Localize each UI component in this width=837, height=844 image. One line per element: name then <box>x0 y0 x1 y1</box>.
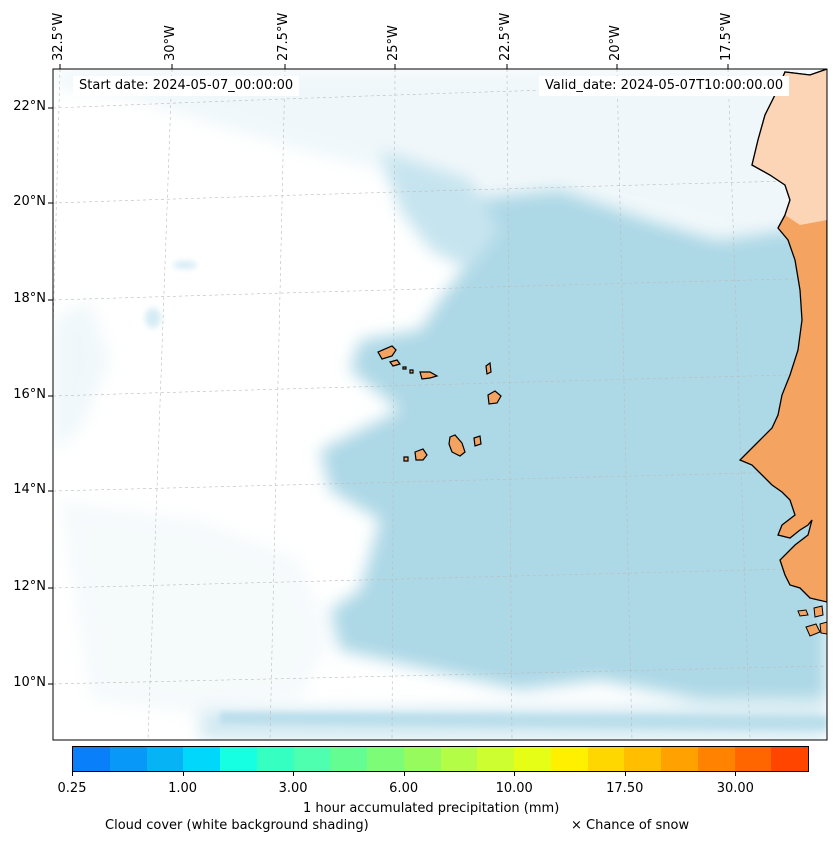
colorbar-tick-label: 1.00 <box>168 781 198 796</box>
colorbar-swatch <box>771 747 808 771</box>
bissagos-islands <box>797 605 827 637</box>
colorbar-tick-label: 3.00 <box>278 781 308 796</box>
colorbar-swatch <box>734 747 772 771</box>
colorbar-swatch <box>403 747 441 771</box>
colorbar-tick-mark <box>624 772 626 776</box>
colorbar-tick-mark <box>72 772 73 776</box>
colorbar-swatch <box>183 747 220 771</box>
colorbar-tick-mark <box>293 772 295 776</box>
colorbar-swatch <box>293 747 331 771</box>
colorbar-swatch <box>256 747 294 771</box>
graticule <box>53 69 827 740</box>
cloud-cover-legend: Cloud cover (white background shading) <box>105 818 369 833</box>
colorbar-swatch <box>624 747 661 771</box>
colorbar-tick-mark <box>735 772 737 776</box>
colorbar-tick-label: 30.00 <box>716 781 754 796</box>
lat-label-12n: 12°N <box>13 579 46 594</box>
lat-label-16n: 16°N <box>13 387 46 402</box>
snow-legend: × Chance of snow <box>571 818 690 833</box>
map-area <box>53 69 827 740</box>
colorbar-swatch <box>73 747 110 771</box>
precipitation-colorbar <box>72 746 809 772</box>
start-date-label: Start date: 2024-05-07_00:00:00 <box>73 76 300 96</box>
colorbar-swatch <box>367 747 404 771</box>
lat-label-10n: 10°N <box>13 675 46 690</box>
colorbar-swatch <box>514 747 551 771</box>
lon-label-20w: 20°W <box>608 25 623 61</box>
cape-verde-islands <box>377 345 502 462</box>
colorbar-swatch <box>477 747 514 771</box>
colorbar-tick-label: 17.50 <box>606 781 644 796</box>
lat-label-22n: 22°N <box>13 99 46 114</box>
lon-label-32-5w: 32.5°W <box>51 12 66 61</box>
colorbar-swatch <box>697 747 735 771</box>
valid-date-label: Valid_date: 2024-05-07T10:00:00.00 <box>539 76 790 96</box>
colorbar-tick-mark <box>514 772 516 776</box>
colorbar-swatch <box>220 747 257 771</box>
colorbar-tick-mark <box>182 772 184 776</box>
colorbar-tick-label: 0.25 <box>57 781 87 796</box>
lon-label-25w: 25°W <box>386 25 401 61</box>
map-frame <box>52 68 828 741</box>
lon-label-22-5w: 22.5°W <box>498 12 513 61</box>
lat-label-18n: 18°N <box>13 291 46 306</box>
lat-label-20n: 20°N <box>13 194 46 209</box>
colorbar-swatch <box>109 747 147 771</box>
colorbar-tick-label: 10.00 <box>495 781 533 796</box>
colorbar-tick-mark <box>403 772 405 776</box>
colorbar-swatch <box>550 747 588 771</box>
lon-label-30w: 30°W <box>163 25 178 61</box>
colorbar-swatch <box>146 747 184 771</box>
colorbar-tick-label: 6.00 <box>389 781 419 796</box>
lat-label-14n: 14°N <box>13 482 46 497</box>
colorbar-swatch <box>661 747 698 771</box>
colorbar-swatch <box>440 747 478 771</box>
lon-label-27-5w: 27.5°W <box>276 12 291 61</box>
cloud-cover-streaks <box>145 261 827 730</box>
colorbar-label: 1 hour accumulated precipitation (mm) <box>303 801 560 816</box>
lon-label-17-5w: 17.5°W <box>719 12 734 61</box>
colorbar-swatch <box>587 747 625 771</box>
colorbar-swatch <box>330 747 367 771</box>
africa-land-north <box>752 69 827 225</box>
lon-tickmarks <box>59 64 729 69</box>
lat-tickmarks <box>48 107 53 685</box>
